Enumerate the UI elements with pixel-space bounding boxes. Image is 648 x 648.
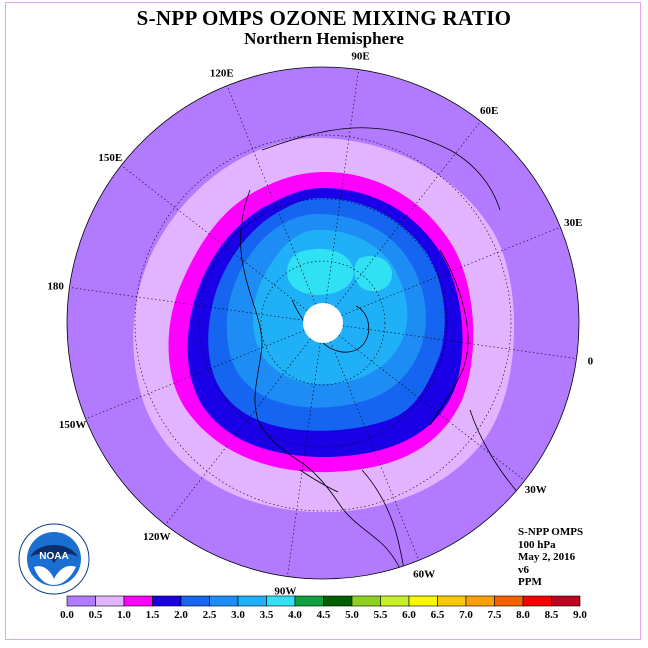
lon-label-120W: 120W: [143, 531, 171, 543]
meridian-150E: [121, 165, 324, 324]
longitude-labels: 90E 60E 30E 0 30W 60W 90W 120W 150W 180 150E 120E: [47, 51, 593, 598]
coastline-europe: [429, 249, 469, 426]
meridian-30W: [322, 322, 525, 481]
colorbar-cell-11: [380, 595, 410, 607]
noaa-logo: NOAA: [18, 523, 90, 595]
colorbar-cell-3: [152, 595, 182, 607]
pole-no-data: [303, 303, 343, 343]
colorbar-cell-6: [237, 595, 267, 607]
date-label: May 2, 2016: [518, 551, 576, 563]
colorbar-tick-3.0: 3.0: [231, 609, 245, 621]
colorbar-cell-0: [66, 595, 96, 607]
colorbar-tick-6.5: 6.5: [431, 609, 445, 621]
colorbar-cell-7: [266, 595, 296, 607]
band-3.5-4.0-b: [354, 255, 392, 292]
colorbar-tick-5.5: 5.5: [374, 609, 388, 621]
map-subtitle: Northern Hemisphere: [244, 29, 404, 48]
band-3.5-4.0: [287, 248, 354, 295]
version-label: v6: [518, 563, 529, 576]
logo-text: NOAA: [39, 551, 68, 562]
coastline-north-america: [240, 189, 411, 579]
lon-label-150E: 150E: [98, 152, 122, 164]
colorbar-cell-15: [494, 595, 524, 607]
coastline-caribbean: [299, 469, 339, 493]
colorbar-tick-0.5: 0.5: [89, 609, 103, 621]
colorbar-cell-16: [522, 595, 552, 607]
colorbar-tick-1.0: 1.0: [117, 609, 131, 621]
units-label: PPM: [518, 576, 542, 588]
colorbar-cell-1: [95, 595, 125, 607]
colorbar-tick-4.5: 4.5: [317, 609, 331, 621]
meridian-150W: [85, 322, 324, 420]
instrument-label: S-NPP OMPS: [518, 526, 584, 538]
colorbar-tick-5.0: 5.0: [345, 609, 359, 621]
colorbar-tick-0.0: 0.0: [60, 609, 74, 621]
colorbar-cell-9: [323, 595, 353, 607]
lon-label-60E: 60E: [480, 105, 498, 117]
colorbar-cell-8: [294, 595, 324, 607]
lon-label-30W: 30W: [525, 484, 547, 496]
lon-label-60W: 60W: [413, 568, 435, 580]
meridian-120E: [226, 85, 324, 324]
colorbar-tick-8.0: 8.0: [516, 609, 530, 621]
meridian-180: [69, 287, 324, 324]
latitude-circles: [134, 134, 512, 512]
lon-label-150W: 150W: [59, 419, 87, 431]
colorbar-tick-1.5: 1.5: [146, 609, 160, 621]
colorbar-cell-14: [465, 595, 495, 607]
metadata-block: S-NPP OMPS 100 hPa May 2, 2016 v6 PPM: [518, 526, 583, 589]
meridian-90E: [322, 69, 359, 324]
colorbar-tick-2.5: 2.5: [203, 609, 217, 621]
colorbar-tick-4.0: 4.0: [288, 609, 302, 621]
meridian-30E: [322, 226, 561, 324]
lon-label-0: 0: [588, 356, 594, 368]
lon-label-180: 180: [47, 280, 64, 292]
coastline-south-america: [361, 469, 411, 579]
colorbar-tick-7.5: 7.5: [488, 609, 502, 621]
colorbar-tick-6.0: 6.0: [402, 609, 416, 621]
meridian-90W: [287, 322, 324, 577]
meridians: [69, 69, 577, 577]
lon-label-120E: 120E: [210, 68, 234, 80]
coastline-asia: [261, 127, 501, 211]
colorbar-cell-4: [180, 595, 210, 607]
colorbar-tick-3.5: 3.5: [260, 609, 274, 621]
colorbar-cell-12: [408, 595, 438, 607]
lon-label-90W: 90W: [274, 585, 296, 597]
colorbar-cell-5: [209, 595, 239, 607]
lon-label-30E: 30E: [564, 217, 582, 229]
figure-frame: [5, 2, 641, 640]
colorbar-tick-2.0: 2.0: [174, 609, 188, 621]
meridian-120W: [165, 322, 324, 525]
colorbar-tick-7.0: 7.0: [459, 609, 473, 621]
meridian-60E: [322, 121, 481, 324]
meridian-0: [322, 322, 577, 359]
colorbar-cell-17: [551, 595, 581, 607]
meridian-60W: [322, 322, 420, 561]
map-title: S-NPP OMPS OZONE MIXING RATIO: [136, 6, 512, 30]
colorbar-cell-13: [437, 595, 467, 607]
colorbar-tick-8.5: 8.5: [545, 609, 559, 621]
colorbar-cell-2: [123, 595, 153, 607]
lon-label-90E: 90E: [351, 51, 369, 63]
colorbar-tick-9.0: 9.0: [573, 609, 587, 621]
pressure-level-label: 100 hPa: [518, 538, 556, 551]
colorbar-cell-10: [351, 595, 381, 607]
